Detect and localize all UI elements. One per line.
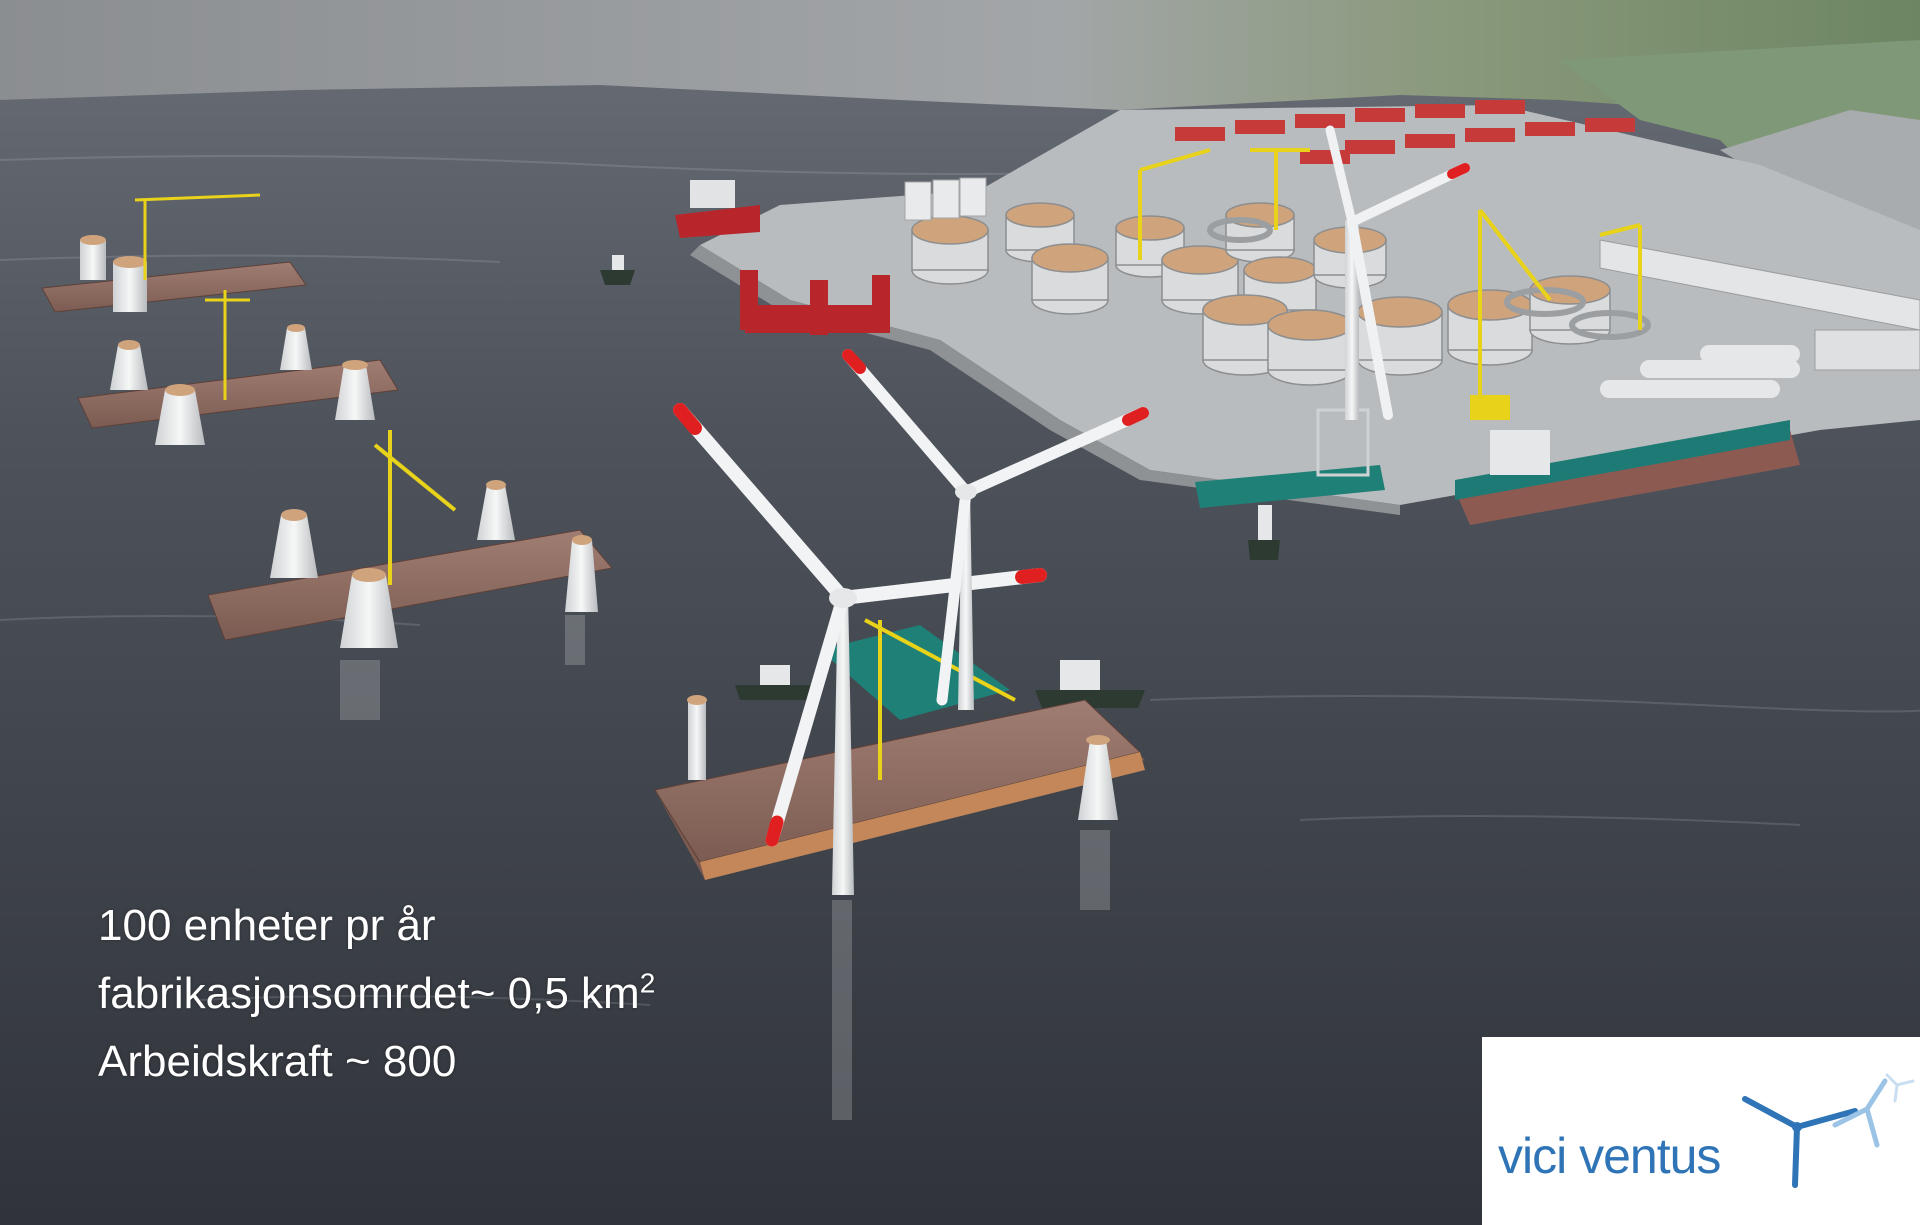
water-reflections bbox=[340, 615, 1110, 1120]
barge-left-2 bbox=[77, 290, 399, 445]
quay-turbine bbox=[1325, 125, 1470, 420]
caption-units-per-year: 100 enheter pr år bbox=[98, 901, 436, 950]
cargo-ship bbox=[1455, 430, 1800, 525]
yard-cranes bbox=[1138, 148, 1642, 410]
rock-right bbox=[1720, 110, 1920, 240]
logo-wordmark: vici ventus bbox=[1498, 1128, 1721, 1184]
turbine-front-right bbox=[842, 349, 1149, 710]
ring-bases bbox=[1207, 217, 1651, 340]
barge-left-1 bbox=[41, 193, 307, 313]
ship-pipes bbox=[1600, 345, 1800, 398]
water-ripples bbox=[0, 155, 1920, 1006]
moored-ship-left bbox=[675, 205, 760, 238]
caption-workforce: Arbeidskraft ~ 800 bbox=[98, 1037, 457, 1086]
substructure-cylinders bbox=[911, 202, 1611, 386]
barge-left-3 bbox=[207, 430, 613, 648]
caption-area: fabrikasjonsomrdet~ 0,5 km2 bbox=[98, 960, 655, 1028]
storage-tanks bbox=[904, 177, 987, 221]
barracks bbox=[1175, 100, 1635, 164]
turbine-logo-icon bbox=[1742, 1073, 1915, 1188]
mountain-cliff bbox=[0, 0, 1920, 200]
turbine-front-left bbox=[673, 403, 1047, 895]
caption-area-superscript: 2 bbox=[639, 967, 656, 999]
warehouse bbox=[1599, 239, 1920, 331]
caption-block: 100 enheter pr år fabrikasjonsomrdet~ 0,… bbox=[98, 892, 655, 1096]
caption-area-text: fabrikasjonsomrdet~ 0,5 km bbox=[98, 969, 640, 1018]
logo-panel: vici ventus bbox=[1482, 1037, 1920, 1225]
warehouse-right bbox=[1814, 329, 1920, 371]
tug-boats bbox=[600, 255, 1280, 708]
semi-sub-platform bbox=[740, 270, 890, 335]
